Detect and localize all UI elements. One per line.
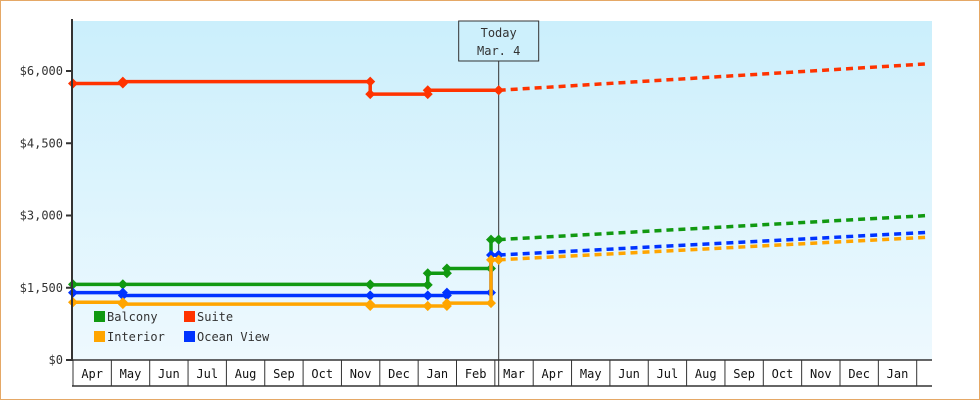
data-point[interactable] [365, 279, 376, 290]
legend-swatch [94, 331, 105, 342]
x-tick-label: Aug [235, 367, 257, 381]
y-tick-label: $6,000 [20, 64, 63, 78]
data-point[interactable] [441, 298, 452, 309]
today-label: Today [481, 26, 517, 40]
today-marker: Today Mar. 4 [458, 20, 540, 62]
legend: Balcony Suite Interior Ocean View [94, 310, 270, 344]
data-point[interactable] [365, 301, 376, 312]
data-point[interactable] [441, 287, 452, 298]
legend-label: Balcony [107, 310, 158, 324]
data-point[interactable] [486, 298, 497, 309]
legend-label: Interior [107, 330, 165, 344]
data-point[interactable] [422, 85, 433, 96]
x-tick-label: Jan [887, 367, 909, 381]
y-tick-label: $0 [49, 353, 63, 367]
x-tick-label: Jul [196, 367, 218, 381]
x-tick-label: Apr [542, 367, 564, 381]
y-axis: $0 $1,500 $3,000 $4,500 $6,000 [20, 19, 73, 367]
x-tick-label: Aug [695, 367, 717, 381]
x-tick-label: Mar [503, 367, 525, 381]
data-point[interactable] [365, 89, 376, 100]
data-point[interactable] [486, 234, 497, 245]
x-tick-label: Dec [848, 367, 870, 381]
legend-swatch [184, 311, 195, 322]
data-point[interactable] [441, 263, 452, 274]
series-layer [68, 62, 929, 312]
data-point[interactable] [422, 279, 433, 290]
x-tick-label: May [120, 367, 142, 381]
x-tick-label: Oct [311, 367, 333, 381]
data-point[interactable] [422, 301, 433, 312]
y-tick-label: $4,500 [20, 136, 63, 150]
data-point[interactable] [117, 299, 128, 310]
data-point[interactable] [493, 234, 504, 245]
legend-swatch [94, 311, 105, 322]
data-point[interactable] [422, 268, 433, 279]
y-tick-label: $3,000 [20, 209, 63, 223]
series-interior [68, 235, 929, 312]
data-point[interactable] [117, 76, 128, 87]
x-tick-label: Dec [388, 367, 410, 381]
x-tick-label: Oct [772, 367, 794, 381]
y-tick-label: $1,500 [20, 281, 63, 295]
data-point[interactable] [117, 279, 128, 290]
today-date: Mar. 4 [477, 44, 520, 58]
legend-label: Ocean View [197, 330, 270, 344]
x-tick-label: Nov [350, 367, 372, 381]
data-point[interactable] [117, 290, 128, 301]
x-tick-label: May [580, 367, 602, 381]
x-tick-label: Jan [426, 367, 448, 381]
x-tick-label: Apr [81, 367, 103, 381]
x-tick-label: Sep [733, 367, 755, 381]
x-tick-label: Nov [810, 367, 832, 381]
x-tick-label: Jun [158, 367, 180, 381]
data-point[interactable] [365, 76, 376, 87]
x-tick-label: Sep [273, 367, 295, 381]
data-point[interactable] [493, 85, 504, 96]
data-point[interactable] [486, 254, 497, 265]
data-point[interactable] [422, 290, 433, 301]
data-point[interactable] [493, 254, 504, 265]
x-tick-label: Jul [657, 367, 679, 381]
series-balcony [68, 213, 929, 290]
legend-label: Suite [197, 310, 233, 324]
x-axis: Apr May Jun Jul Aug Sep Oct Nov Dec Jan Feb Mar Apr M… [72, 359, 932, 387]
data-point[interactable] [365, 290, 376, 301]
legend-swatch [184, 331, 195, 342]
x-tick-label: Feb [465, 367, 487, 381]
x-tick-label: Jun [618, 367, 640, 381]
